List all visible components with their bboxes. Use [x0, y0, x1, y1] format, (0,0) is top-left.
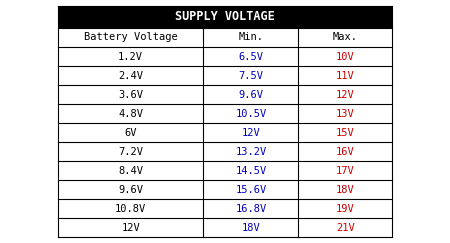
Text: 14.5V: 14.5V [235, 165, 266, 175]
Text: 10V: 10V [336, 52, 355, 61]
Text: 10.8V: 10.8V [115, 203, 146, 214]
Text: 1.2V: 1.2V [118, 52, 143, 61]
Text: Battery Voltage: Battery Voltage [84, 33, 177, 43]
Text: 6.5V: 6.5V [238, 52, 263, 61]
Text: SUPPLY VOLTAGE: SUPPLY VOLTAGE [175, 10, 275, 24]
Text: 12V: 12V [121, 223, 140, 233]
Text: Min.: Min. [238, 33, 263, 43]
Text: 15.6V: 15.6V [235, 184, 266, 194]
Text: 10.5V: 10.5V [235, 109, 266, 119]
Text: 6V: 6V [124, 128, 137, 138]
Text: Max.: Max. [333, 33, 358, 43]
Text: 11V: 11V [336, 70, 355, 80]
Text: 13V: 13V [336, 109, 355, 119]
Text: 12V: 12V [336, 89, 355, 99]
Text: 12V: 12V [242, 128, 260, 138]
Text: 4.8V: 4.8V [118, 109, 143, 119]
Text: 9.6V: 9.6V [118, 184, 143, 194]
Text: 16.8V: 16.8V [235, 203, 266, 214]
Text: 8.4V: 8.4V [118, 165, 143, 175]
Text: 18V: 18V [336, 184, 355, 194]
Text: 7.5V: 7.5V [238, 70, 263, 80]
Text: 2.4V: 2.4V [118, 70, 143, 80]
Text: 21V: 21V [336, 223, 355, 233]
Text: 16V: 16V [336, 147, 355, 156]
Text: 17V: 17V [336, 165, 355, 175]
Text: 13.2V: 13.2V [235, 147, 266, 156]
Text: 7.2V: 7.2V [118, 147, 143, 156]
Text: 19V: 19V [336, 203, 355, 214]
Bar [58, 28, 392, 47]
Text: 9.6V: 9.6V [238, 89, 263, 99]
Bar [58, 6, 392, 28]
Text: 3.6V: 3.6V [118, 89, 143, 99]
Text: 15V: 15V [336, 128, 355, 138]
Text: 18V: 18V [242, 223, 260, 233]
